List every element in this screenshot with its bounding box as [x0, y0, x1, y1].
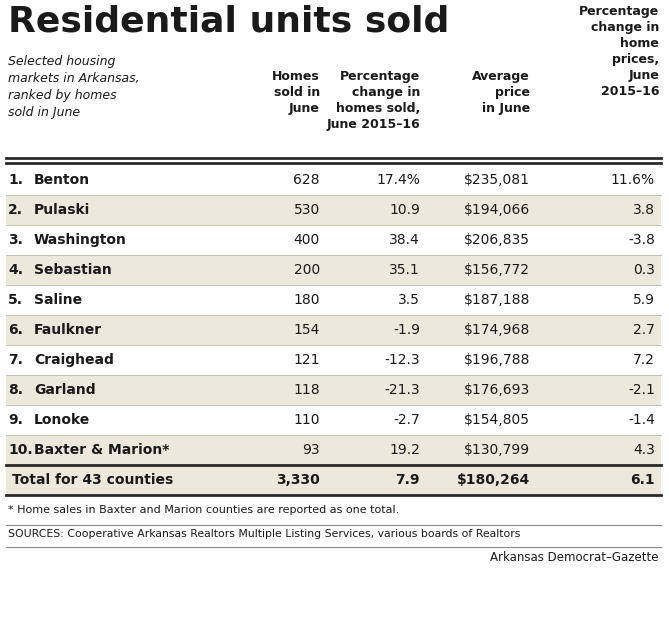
Text: 4.: 4.	[8, 263, 23, 277]
Text: 3.5: 3.5	[398, 293, 420, 307]
Text: -2.1: -2.1	[628, 383, 655, 397]
Text: 3,330: 3,330	[276, 473, 320, 487]
Text: 7.2: 7.2	[633, 353, 655, 367]
Text: $196,788: $196,788	[464, 353, 530, 367]
Text: Benton: Benton	[34, 173, 90, 187]
Text: 10.: 10.	[8, 443, 33, 457]
Text: 38.4: 38.4	[389, 233, 420, 247]
Text: 2.7: 2.7	[633, 323, 655, 337]
Text: SOURCES: Cooperative Arkansas Realtors Multiple Listing Services, various boards: SOURCES: Cooperative Arkansas Realtors M…	[8, 529, 520, 539]
Text: Residential units sold: Residential units sold	[8, 5, 450, 39]
Text: 2.: 2.	[8, 203, 23, 217]
Text: Homes
sold in
June: Homes sold in June	[272, 70, 320, 115]
Text: 0.3: 0.3	[633, 263, 655, 277]
Text: -1.4: -1.4	[628, 413, 655, 427]
Text: Pulaski: Pulaski	[34, 203, 90, 217]
Bar	[6, 315, 661, 345]
Text: Washington: Washington	[34, 233, 127, 247]
Text: 11.6%: 11.6%	[611, 173, 655, 187]
Bar	[6, 435, 661, 465]
Text: 6.: 6.	[8, 323, 23, 337]
Text: 35.1: 35.1	[389, 263, 420, 277]
Text: Baxter & Marion*: Baxter & Marion*	[34, 443, 169, 457]
Text: 628: 628	[294, 173, 320, 187]
Text: Faulkner: Faulkner	[34, 323, 102, 337]
Text: Sebastian: Sebastian	[34, 263, 112, 277]
Text: 6.1: 6.1	[630, 473, 655, 487]
Text: 5.9: 5.9	[633, 293, 655, 307]
Text: -12.3: -12.3	[385, 353, 420, 367]
Text: 19.2: 19.2	[389, 443, 420, 457]
Bar	[6, 195, 661, 225]
Text: 121: 121	[294, 353, 320, 367]
Text: Total for 43 counties: Total for 43 counties	[12, 473, 173, 487]
Text: Craighead: Craighead	[34, 353, 114, 367]
Text: 400: 400	[294, 233, 320, 247]
Text: $130,799: $130,799	[464, 443, 530, 457]
Text: 9.: 9.	[8, 413, 23, 427]
Text: Garland: Garland	[34, 383, 96, 397]
Bar	[6, 375, 661, 405]
Text: $194,066: $194,066	[464, 203, 530, 217]
Text: $235,081: $235,081	[464, 173, 530, 187]
Text: Percentage
change in
homes sold,
June 2015–16: Percentage change in homes sold, June 20…	[326, 70, 420, 131]
Text: Saline: Saline	[34, 293, 82, 307]
Text: 200: 200	[294, 263, 320, 277]
Bar	[6, 465, 661, 495]
Text: $180,264: $180,264	[457, 473, 530, 487]
Text: 5.: 5.	[8, 293, 23, 307]
Text: * Home sales in Baxter and Marion counties are reported as one total.: * Home sales in Baxter and Marion counti…	[8, 505, 399, 515]
Text: -2.7: -2.7	[393, 413, 420, 427]
Text: 7.9: 7.9	[395, 473, 420, 487]
Text: 1.: 1.	[8, 173, 23, 187]
Text: 17.4%: 17.4%	[376, 173, 420, 187]
Text: 180: 180	[294, 293, 320, 307]
Text: 110: 110	[294, 413, 320, 427]
Text: Average
price
in June: Average price in June	[472, 70, 530, 115]
Text: 530: 530	[294, 203, 320, 217]
Text: Selected housing
markets in Arkansas,
ranked by homes
sold in June: Selected housing markets in Arkansas, ra…	[8, 55, 140, 119]
Text: $156,772: $156,772	[464, 263, 530, 277]
Text: Lonoke: Lonoke	[34, 413, 90, 427]
Text: -3.8: -3.8	[628, 233, 655, 247]
Text: $174,968: $174,968	[464, 323, 530, 337]
Bar	[6, 255, 661, 285]
Text: $206,835: $206,835	[464, 233, 530, 247]
Text: Arkansas Democrat–Gazette: Arkansas Democrat–Gazette	[490, 551, 659, 564]
Text: -1.9: -1.9	[393, 323, 420, 337]
Text: 8.: 8.	[8, 383, 23, 397]
Text: Percentage
change in
home
prices,
June
2015–16: Percentage change in home prices, June 2…	[579, 5, 659, 98]
Text: 7.: 7.	[8, 353, 23, 367]
Text: 4.3: 4.3	[633, 443, 655, 457]
Text: 3.8: 3.8	[633, 203, 655, 217]
Text: $176,693: $176,693	[464, 383, 530, 397]
Text: 3.: 3.	[8, 233, 23, 247]
Text: 118: 118	[294, 383, 320, 397]
Text: -21.3: -21.3	[385, 383, 420, 397]
Text: $187,188: $187,188	[464, 293, 530, 307]
Text: 93: 93	[302, 443, 320, 457]
Text: 154: 154	[294, 323, 320, 337]
Text: $154,805: $154,805	[464, 413, 530, 427]
Text: 10.9: 10.9	[389, 203, 420, 217]
